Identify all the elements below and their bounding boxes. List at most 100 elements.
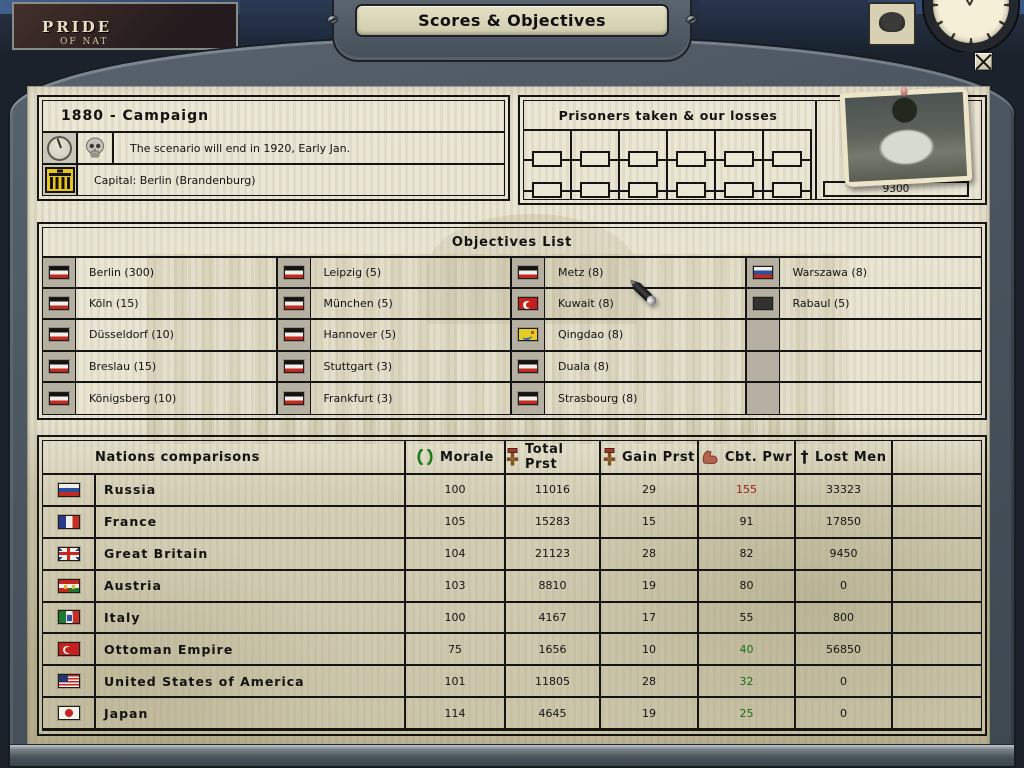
prisoner-count-box — [724, 182, 754, 198]
flag-at-icon — [57, 578, 80, 593]
lost-men-value: 9450 — [796, 538, 893, 571]
monument-photo — [839, 85, 973, 188]
window-title: Scores & Objectives — [418, 11, 606, 30]
gain-prestige-value: 29 — [601, 475, 699, 507]
objective-flag-cell — [277, 382, 311, 414]
objective-flag-cell — [277, 320, 311, 352]
empty-cell — [893, 507, 981, 539]
objective-item: Stuttgart (3) — [310, 351, 512, 383]
flag-us-icon — [57, 674, 80, 689]
empty-cell — [893, 475, 981, 507]
campaign-title: 1880 - Campaign — [61, 108, 210, 124]
grid-rail — [524, 190, 812, 192]
objective-item: Warszawa (8) — [779, 258, 981, 290]
poster-subtitle: OF NAT — [60, 37, 109, 47]
nation-name: Italy — [96, 602, 406, 635]
flag-jp-icon — [57, 706, 80, 721]
objective-item: Königsberg (10) — [76, 382, 278, 414]
objective-item — [780, 383, 982, 414]
telephone-decoration — [868, 2, 916, 46]
prisoners-grid — [524, 131, 812, 199]
medal-icon — [506, 448, 519, 466]
nations-panel: Nations comparisons Morale Total Prst Ga… — [37, 435, 987, 736]
scenario-clock-cell — [43, 133, 78, 163]
nation-flag-cell — [43, 634, 96, 667]
flag-ot-icon — [518, 297, 538, 311]
prisoners-column — [764, 131, 812, 199]
objective-flag-cell — [43, 320, 76, 352]
nation-name: Austria — [96, 570, 406, 603]
panel-bottom-band — [10, 744, 1014, 766]
objective-flag-cell — [746, 382, 780, 414]
flag-de-icon — [518, 266, 538, 280]
col-header-lost-men: † Lost Men — [796, 441, 893, 475]
prisoners-column — [524, 131, 572, 199]
empty-cell — [893, 666, 981, 699]
total-prestige-value: 4167 — [506, 602, 601, 635]
total-prestige-value: 15283 — [506, 506, 601, 539]
objective-item: Hannover (5) — [310, 320, 512, 352]
gain-prestige-value: 10 — [601, 634, 699, 667]
gain-prestige-value: 28 — [601, 538, 699, 571]
col-header-label: Morale — [440, 449, 494, 465]
combat-power-value: 155 — [699, 475, 796, 507]
scenario-skull-cell — [78, 133, 114, 163]
prisoner-count-box — [676, 151, 706, 167]
prisoner-count-box — [772, 151, 802, 167]
lost-men-value: 17850 — [796, 506, 893, 539]
close-button[interactable] — [974, 52, 993, 71]
objective-flag-cell — [43, 351, 76, 383]
flag-it-icon — [57, 610, 80, 625]
nations-table-title: Nations comparisons — [43, 441, 406, 475]
objective-item: Köln (15) — [76, 289, 278, 321]
objectives-title: Objectives List — [43, 228, 981, 258]
objective-item: München (5) — [310, 289, 512, 321]
brandenburg-gate-icon — [44, 167, 75, 193]
objective-flag-cell — [43, 289, 76, 321]
lost-men-value: 0 — [796, 698, 893, 730]
nation-flag-cell — [43, 570, 96, 603]
prisoner-count-box — [772, 182, 802, 198]
objective-item: Berlin (300) — [76, 258, 278, 290]
col-header-empty — [893, 441, 981, 475]
gain-prestige-value: 19 — [601, 570, 699, 603]
gain-prestige-value: 17 — [601, 602, 699, 635]
prisoners-grid-section: Prisoners taken & our losses — [524, 101, 812, 199]
combat-power-value: 25 — [699, 698, 796, 730]
flag-dk-icon — [752, 297, 773, 311]
clock-icon — [47, 135, 72, 161]
objective-item: Düsseldorf (10) — [76, 320, 278, 352]
empty-cell — [893, 603, 981, 635]
objective-item: Breslau (15) — [76, 351, 278, 383]
prisoner-count-box — [676, 182, 706, 198]
medal-icon — [603, 448, 616, 466]
screw-icon — [686, 15, 697, 24]
objectives-panel: Objectives List Berlin (300) Leipzig (5) M… — [37, 222, 987, 420]
nation-flag-cell — [43, 475, 96, 507]
nation-flag-cell — [43, 666, 96, 699]
prisoner-count-box — [532, 182, 562, 198]
objective-item — [779, 320, 981, 352]
flag-de-icon — [283, 328, 304, 342]
objective-item: Frankfurt (3) — [311, 382, 512, 414]
flag-de-icon — [518, 391, 538, 405]
col-header-label: Cbt. Pwr — [724, 449, 793, 465]
combat-power-value: 40 — [699, 634, 796, 667]
bicep-icon — [701, 449, 719, 465]
objective-flag-cell — [512, 382, 545, 414]
morale-value: 104 — [406, 538, 506, 571]
empty-cell — [893, 698, 981, 730]
combat-power-value: 91 — [699, 506, 796, 539]
nations-table: Nations comparisons Morale Total Prst Ga… — [43, 441, 981, 730]
col-header-label: Lost Men — [815, 449, 887, 465]
objective-flag-cell — [43, 382, 76, 414]
nation-flag-cell — [43, 602, 96, 635]
scenario-end-row: The scenario will end in 1920, Early Jan… — [43, 131, 504, 163]
capital-icon-cell — [43, 165, 78, 195]
objectives-grid: Berlin (300) Leipzig (5) Metz (8) Warszawa … — [43, 258, 981, 414]
total-prestige-value: 11805 — [506, 666, 601, 699]
lost-men-value: 33323 — [796, 475, 893, 507]
col-header-cbt-pwr: Cbt. Pwr — [699, 441, 796, 475]
nation-name: Japan — [96, 698, 406, 730]
objective-item: Strasbourg (8) — [545, 382, 747, 414]
